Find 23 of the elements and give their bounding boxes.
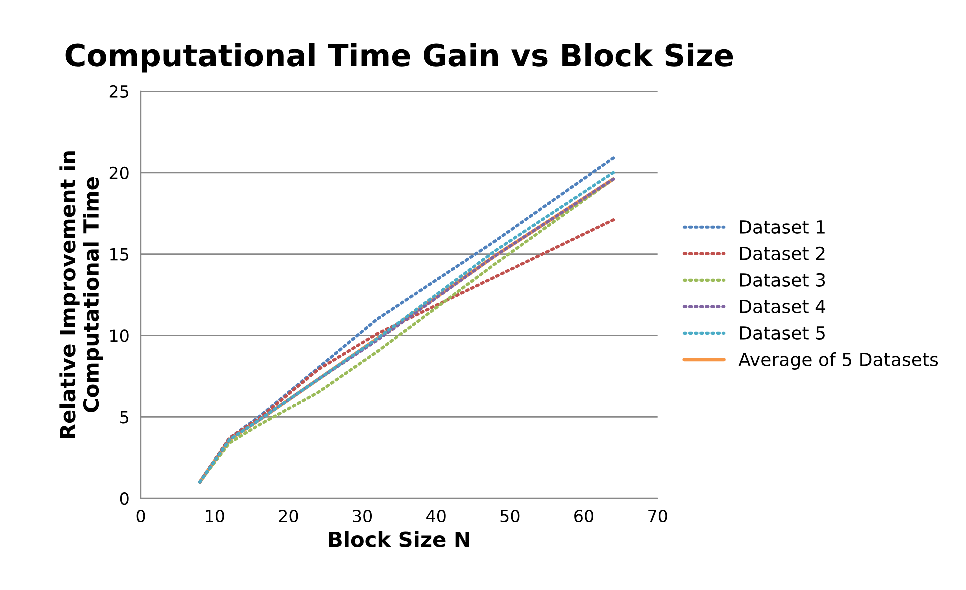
y-tick-label: 10	[110, 330, 129, 342]
x-tick-label: 0	[136, 510, 146, 523]
x-axis-title: Block Size N	[329, 531, 470, 548]
y-tick-label: 20	[110, 166, 129, 180]
y-tick-label: 15	[110, 248, 128, 261]
legend-label: Average of 5 Datasets	[738, 352, 938, 370]
y-axis-title: Relative Improvement in Computational Time	[60, 152, 104, 438]
x-tick-label: 50	[500, 510, 520, 523]
x-tick-label: 60	[574, 510, 594, 523]
x-tick-label: 10	[206, 510, 224, 523]
legend-label: Dataset 2	[740, 246, 825, 260]
legend-label: Dataset 3	[740, 273, 826, 287]
x-tick-label: 20	[279, 510, 298, 523]
x-tick-label: 40	[426, 510, 446, 523]
y-tick-label: 5	[120, 411, 128, 424]
legend-label: Dataset 4	[740, 300, 826, 314]
legend-label: Dataset 1	[740, 220, 825, 234]
x-tick-label: 70	[648, 510, 668, 523]
x-tick-label: 30	[353, 510, 372, 523]
legend-label: Dataset 5	[740, 326, 825, 340]
chart-title: Computational Time Gain vs Block Size	[66, 43, 734, 73]
y-tick-label: 25	[110, 85, 128, 98]
y-tick-label: 0	[120, 492, 129, 506]
